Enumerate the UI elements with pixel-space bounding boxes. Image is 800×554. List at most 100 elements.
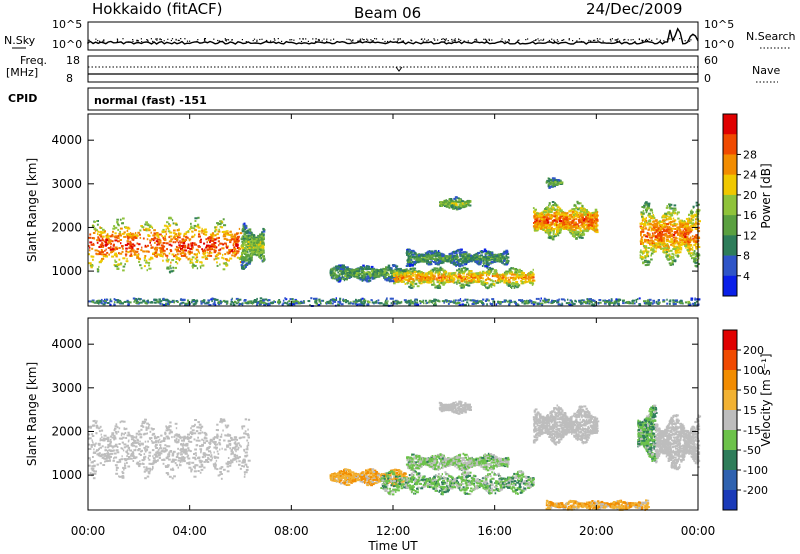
power-cell	[187, 247, 190, 249]
power-cell	[213, 245, 216, 248]
power-cell	[515, 283, 519, 285]
power-cell	[421, 260, 424, 263]
power-cell	[387, 268, 390, 271]
power-cell	[337, 280, 341, 283]
power-cell	[462, 205, 464, 208]
power-cell	[170, 250, 173, 253]
power-cell	[445, 259, 448, 262]
nsearch-point	[375, 38, 378, 40]
power-cell	[484, 278, 487, 281]
nsearch-point	[508, 40, 510, 42]
power-cell	[490, 261, 494, 264]
power-cell	[458, 263, 461, 266]
power-cell	[478, 278, 481, 281]
nsearch-point	[224, 38, 226, 40]
nsearch-point	[553, 39, 555, 41]
power-cell	[453, 250, 456, 253]
power-cell	[361, 268, 364, 270]
power-cell	[469, 281, 472, 284]
power-cell	[100, 243, 103, 246]
power-cell	[229, 257, 233, 260]
nsearch-point	[617, 38, 619, 40]
power-cell	[574, 227, 578, 229]
power-cell	[359, 266, 363, 269]
power-cell	[154, 241, 156, 244]
power-cell	[532, 279, 535, 282]
power-cell	[410, 259, 412, 261]
power-cell	[130, 249, 134, 252]
power-cell	[176, 253, 179, 256]
power-cell	[448, 279, 451, 281]
power-cell	[424, 272, 427, 275]
power-cell	[571, 228, 573, 231]
power-cell	[441, 255, 445, 258]
power-cell	[205, 238, 208, 241]
power-cell	[342, 270, 345, 273]
power-cell	[448, 198, 451, 201]
power-cell	[393, 269, 396, 272]
power-cell	[125, 250, 127, 253]
power-cell	[181, 246, 184, 249]
power-cell	[242, 264, 245, 267]
power-cell	[184, 233, 187, 235]
power-cell	[127, 251, 130, 254]
power-cell	[589, 215, 592, 218]
nsearch-point	[666, 38, 669, 40]
power-cell	[119, 239, 122, 241]
power-cell	[458, 203, 462, 206]
nsearch-point	[525, 39, 527, 41]
power-cell	[119, 227, 123, 230]
power-cell	[257, 250, 261, 253]
power-cell	[369, 274, 372, 277]
power-cell	[582, 229, 585, 232]
nsearch-point	[580, 40, 583, 43]
power-cell	[430, 250, 434, 253]
power-cell	[574, 231, 578, 234]
power-cell	[583, 213, 587, 216]
power-cell	[567, 221, 569, 224]
power-cell	[101, 249, 104, 252]
power-cell	[121, 222, 124, 225]
power-cell	[96, 223, 99, 226]
power-cell	[590, 227, 594, 229]
power-cell	[348, 268, 351, 270]
power-cell	[450, 277, 454, 280]
nsearch-point	[518, 39, 520, 41]
power-cell	[132, 232, 134, 235]
power-cell	[496, 275, 499, 278]
power-cell	[449, 280, 452, 283]
power-cell	[433, 283, 436, 286]
power-cell	[579, 210, 583, 213]
power-cell	[455, 255, 459, 258]
power-cell	[260, 256, 262, 259]
power-cell	[568, 215, 571, 218]
power-cell	[458, 275, 462, 278]
power-cell	[257, 245, 260, 248]
power-cell	[168, 240, 171, 243]
power-cell	[393, 278, 396, 280]
power-cell	[569, 223, 572, 226]
power-cell	[107, 247, 111, 249]
power-cell	[564, 221, 568, 224]
power-cell	[119, 218, 122, 221]
power-cell	[197, 235, 201, 238]
power-cell	[446, 274, 449, 277]
power-cell	[527, 273, 529, 276]
power-cell	[467, 200, 470, 203]
power-cell	[391, 272, 394, 275]
nsearch-point	[270, 40, 272, 42]
power-cell	[506, 261, 509, 264]
power-cell	[94, 249, 98, 252]
power-cell	[248, 247, 251, 249]
power-cell	[172, 222, 175, 225]
power-cell	[446, 203, 450, 206]
power-cell	[433, 252, 436, 255]
power-cell	[434, 272, 436, 275]
power-cell	[98, 239, 102, 242]
nsearch-point	[393, 38, 395, 40]
power-cell	[572, 208, 576, 210]
nsearch-point	[253, 38, 256, 40]
power-cell	[91, 237, 95, 240]
power-cell	[435, 254, 439, 257]
nsearch-point	[614, 39, 616, 41]
